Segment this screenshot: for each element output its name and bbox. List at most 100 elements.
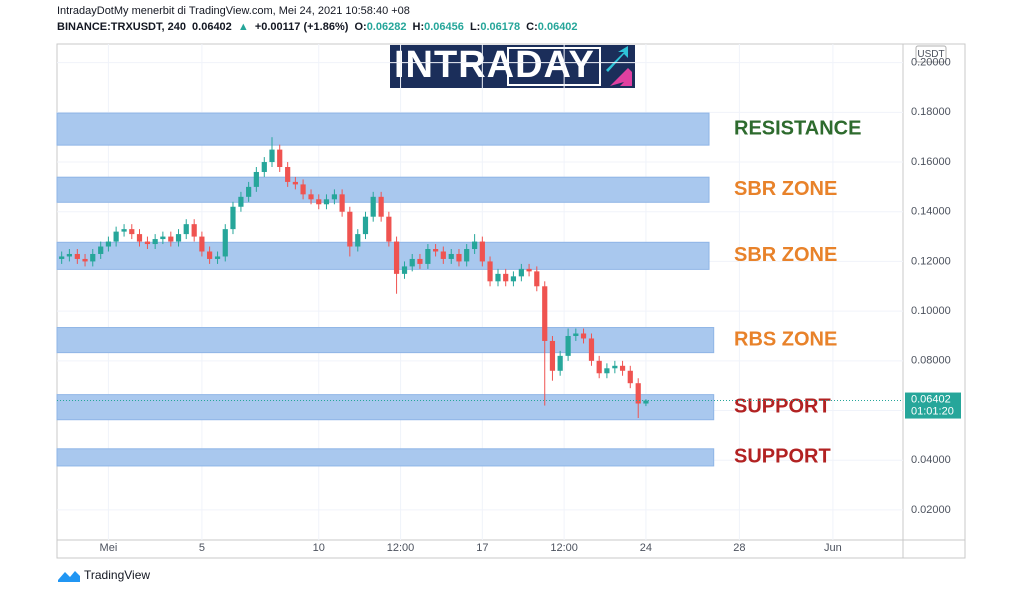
price: 0.06402 bbox=[192, 21, 232, 33]
candle-body bbox=[144, 241, 151, 245]
zone-label: SBR ZONE bbox=[734, 244, 837, 266]
zone-band bbox=[56, 327, 715, 354]
candle-body bbox=[66, 253, 72, 257]
candle-body bbox=[355, 234, 361, 247]
candle-body bbox=[222, 229, 228, 257]
candle-body bbox=[370, 196, 376, 217]
y-tick-label: 0.02000 bbox=[911, 504, 951, 516]
c-label: C: bbox=[526, 21, 538, 33]
zone-band bbox=[56, 448, 715, 467]
logo-arrow-down bbox=[610, 68, 632, 86]
x-tick-label: 10 bbox=[313, 542, 325, 554]
zone-label: SUPPORT bbox=[734, 446, 831, 468]
candle-body bbox=[612, 365, 618, 369]
y-tick-label: 0.08000 bbox=[911, 355, 951, 367]
candle-body bbox=[214, 256, 221, 259]
candle-body bbox=[362, 216, 369, 235]
title: IntradayDotMy menerbit di TradingView.co… bbox=[57, 5, 410, 17]
footer-text: TradingView bbox=[84, 568, 151, 582]
candle-body bbox=[136, 234, 143, 242]
candle-body bbox=[393, 241, 400, 274]
candle-body bbox=[565, 335, 571, 356]
candle-body bbox=[253, 171, 259, 187]
candle-body bbox=[448, 253, 454, 259]
candle-body bbox=[472, 241, 478, 250]
candle-body bbox=[627, 370, 633, 384]
candle-body bbox=[456, 253, 462, 262]
candle-body bbox=[526, 268, 532, 272]
low: 0.06178 bbox=[480, 21, 521, 33]
close: 0.06402 bbox=[537, 21, 578, 33]
zone-band bbox=[56, 241, 710, 270]
candle-body bbox=[277, 149, 283, 168]
candle-body bbox=[238, 196, 244, 207]
candle-body bbox=[90, 253, 96, 262]
x-tick-label: 28 bbox=[733, 542, 745, 554]
candle-body bbox=[82, 258, 88, 262]
candle-body bbox=[588, 338, 595, 361]
candle-body bbox=[98, 246, 104, 254]
y-tick-label: 0.04000 bbox=[911, 454, 951, 466]
last-price-label: 0.06402 bbox=[911, 393, 951, 405]
candle-body bbox=[160, 236, 166, 240]
candle-body bbox=[495, 273, 501, 282]
candle-body bbox=[308, 194, 314, 200]
x-tick-label: Mei bbox=[100, 542, 118, 554]
candle-body bbox=[604, 368, 610, 374]
candle-body bbox=[207, 251, 213, 259]
candle-body bbox=[557, 355, 563, 371]
candle-body bbox=[401, 266, 408, 274]
x-tick-label: 12:00 bbox=[550, 542, 578, 554]
candle-body bbox=[378, 196, 384, 217]
symbol: BINANCE:TRXUSDT, 240 bbox=[57, 21, 186, 33]
footer: TradingView bbox=[58, 568, 150, 582]
open: 0.06282 bbox=[366, 21, 407, 33]
x-tick-label: Jun bbox=[824, 542, 842, 554]
candle-body bbox=[635, 383, 641, 404]
zone-label: SUPPORT bbox=[734, 395, 831, 417]
y-tick-label: 0.18000 bbox=[911, 106, 951, 118]
candle-body bbox=[113, 231, 119, 242]
candle-body bbox=[464, 249, 470, 262]
y-tick-label: 0.20000 bbox=[911, 57, 951, 69]
candle-body bbox=[518, 268, 524, 277]
x-tick-label: 12:00 bbox=[387, 542, 415, 554]
candle-body bbox=[643, 400, 649, 404]
candle-body bbox=[199, 236, 205, 252]
high: 0.06456 bbox=[424, 21, 464, 33]
candle-body bbox=[74, 253, 80, 259]
arrow: ▲ bbox=[237, 21, 249, 33]
candle-body bbox=[440, 251, 446, 259]
last-price-box bbox=[905, 392, 961, 419]
candle-body bbox=[59, 256, 65, 259]
candle-body bbox=[503, 273, 509, 282]
logo-bg bbox=[390, 45, 635, 88]
candle-body bbox=[105, 241, 112, 247]
y-tick-label: 0.14000 bbox=[911, 206, 951, 218]
candle-body bbox=[175, 234, 182, 242]
candle-body bbox=[316, 199, 322, 205]
candle-body bbox=[300, 184, 306, 195]
y-tick-label: 0.16000 bbox=[911, 156, 951, 168]
x-tick-label: 17 bbox=[476, 542, 488, 554]
candle-body bbox=[230, 206, 236, 230]
x-tick-label: 24 bbox=[640, 542, 652, 554]
candle-body bbox=[269, 149, 275, 163]
axis-unit: USDT bbox=[917, 49, 944, 60]
candle-body bbox=[183, 224, 189, 235]
y-tick-label: 0.10000 bbox=[911, 305, 951, 317]
candle-body bbox=[121, 229, 127, 232]
candle-body bbox=[510, 276, 517, 282]
logo-text: INTRADAY bbox=[394, 44, 595, 86]
logo: INTRADAY bbox=[390, 44, 635, 88]
candle-body bbox=[619, 365, 626, 371]
candle-body bbox=[596, 360, 602, 374]
h-label: H: bbox=[412, 21, 425, 33]
candle-body bbox=[409, 258, 415, 267]
candle-body bbox=[580, 333, 587, 339]
candle-body bbox=[347, 211, 353, 247]
candle-body bbox=[386, 216, 392, 242]
candle-body bbox=[246, 186, 252, 197]
candle-body bbox=[534, 271, 540, 287]
logo-box bbox=[507, 47, 601, 86]
